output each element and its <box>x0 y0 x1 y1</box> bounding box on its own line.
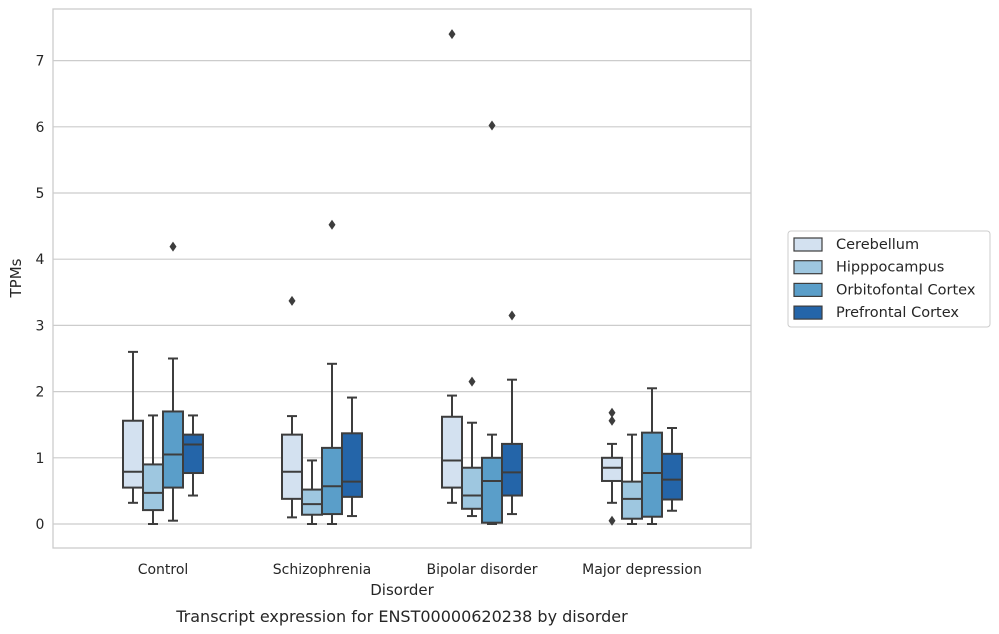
box-3-3 <box>661 427 683 512</box>
box-iqr <box>501 442 523 497</box>
y-tick-label-7: 7 <box>36 54 45 70</box>
legend-swatch-1 <box>793 260 823 275</box>
box-iqr <box>341 432 363 498</box>
box-iqr <box>481 456 503 524</box>
box-3-0 <box>182 414 204 497</box>
x-tick-labels: Control Schizophrenia Bipolar disorder Majo… <box>138 562 702 578</box>
box-3-2 <box>501 310 523 516</box>
y-tick-labels: 0 1 2 3 4 5 6 7 <box>36 54 45 533</box>
box-iqr <box>182 433 204 475</box>
x-tick-label-2: Bipolar disorder <box>426 562 537 578</box>
box-iqr <box>162 410 184 489</box>
box-iqr <box>122 419 144 489</box>
y-tick-label-2: 2 <box>36 385 45 401</box>
legend: Cerebellum Hipppocampus Orbitofontal Corte… <box>787 230 991 328</box>
x-tick-label-0: Control <box>138 562 189 578</box>
y-tick-label-1: 1 <box>36 451 45 467</box>
y-tick-label-5: 5 <box>36 186 45 202</box>
outlier-point <box>508 310 516 321</box>
legend-label-3: Prefrontal Cortex <box>836 305 959 321</box>
box-1-0 <box>142 414 164 525</box>
outlier-point <box>488 120 496 131</box>
box-0-1 <box>281 295 303 519</box>
box-iqr <box>281 433 303 500</box>
legend-swatch-0 <box>793 237 823 252</box>
box-iqr <box>661 452 683 501</box>
box-2-1 <box>321 219 343 525</box>
plot-boxes <box>122 29 683 526</box>
box-iqr <box>641 431 663 518</box>
y-tick-label-6: 6 <box>36 120 45 136</box>
legend-swatch-3 <box>793 305 823 320</box>
y-tick-label-0: 0 <box>36 517 45 533</box>
legend-label-1: Hipppocampus <box>836 260 944 276</box>
outlier-point <box>448 29 456 40</box>
box-3-1 <box>341 396 363 518</box>
box-0-2 <box>441 29 463 504</box>
box-0-3 <box>601 407 623 526</box>
box-0-0 <box>122 350 144 504</box>
outlier-point <box>468 376 476 387</box>
plot-frame <box>52 8 752 549</box>
outlier-point <box>288 295 296 306</box>
legend-swatch-2 <box>793 282 823 297</box>
box-1-1 <box>301 459 323 525</box>
legend-label-2: Orbitofontal Cortex <box>836 282 976 298</box>
box-iqr <box>142 463 164 512</box>
outlier-point <box>608 415 616 426</box>
outlier-point <box>328 219 336 230</box>
box-iqr <box>461 466 483 510</box>
box-iqr <box>601 456 623 482</box>
box-1-3 <box>621 433 643 525</box>
outlier-point <box>608 515 616 526</box>
outlier-point <box>608 407 616 418</box>
legend-frame <box>787 230 991 328</box>
y-axis-title: TPMs <box>7 258 25 298</box>
x-tick-label-1: Schizophrenia <box>273 562 371 578</box>
x-axis-title: Disorder <box>370 581 434 599</box>
legend-label-0: Cerebellum <box>836 237 919 253</box>
box-iqr <box>621 480 643 520</box>
box-1-2 <box>461 376 483 518</box>
y-tick-label-3: 3 <box>36 318 45 334</box>
x-tick-label-3: Major depression <box>582 562 702 578</box>
box-2-2 <box>481 120 503 525</box>
box-iqr <box>441 415 463 489</box>
box-2-0 <box>162 241 184 522</box>
box-2-3 <box>641 387 663 525</box>
figure-caption: Transcript expression for ENST0000062023… <box>175 607 628 626</box>
box-iqr <box>321 446 343 516</box>
outlier-point <box>169 241 177 252</box>
y-tick-label-4: 4 <box>36 252 45 268</box>
box-iqr <box>301 488 323 516</box>
